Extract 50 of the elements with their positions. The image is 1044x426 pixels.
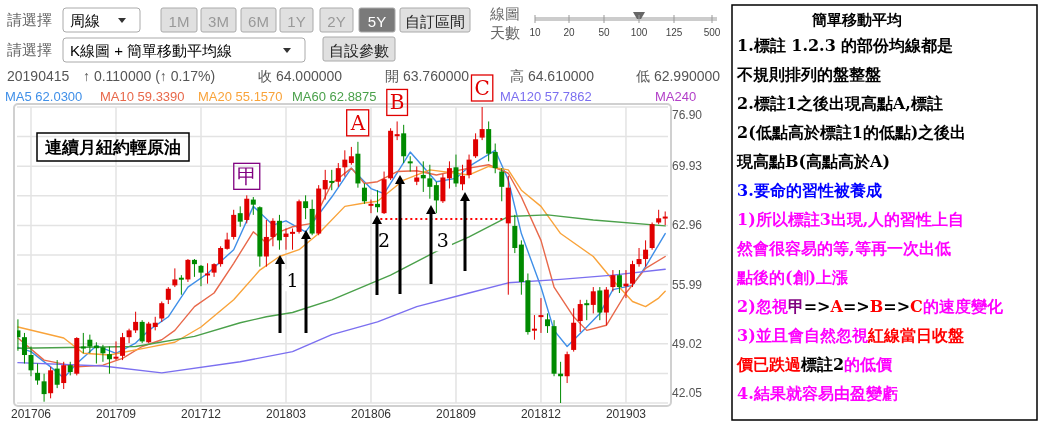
text: => (842, 297, 870, 316)
text: 的速度變化 (922, 297, 1004, 316)
y-tick-label: 55.99 (672, 277, 703, 292)
text: B (869, 297, 884, 316)
text: 甲 (787, 297, 804, 316)
annotation: 1 (286, 269, 299, 292)
text: MA5 62.0300 (5, 89, 83, 104)
y-tick-label: 69.93 (672, 159, 703, 174)
x-tick-label: 201806 (350, 407, 392, 421)
annotation: 3 (436, 229, 449, 252)
text: 價已跌過 (736, 355, 802, 374)
text: 1)所以標註3出現,人的習性上自 (737, 210, 965, 229)
text: MA120 57.7862 (500, 89, 592, 104)
text: MA10 59.3390 (100, 89, 185, 104)
text: A (829, 297, 844, 316)
text: 點後的(創)上漲 (736, 268, 850, 287)
x-tick-label: 201812 (520, 407, 562, 421)
y-tick-label: 42.05 (672, 386, 703, 400)
text: => (883, 297, 911, 316)
text: MA20 55.1570 (198, 89, 283, 104)
text: => (803, 297, 831, 316)
y-tick-label: 49.02 (672, 336, 703, 351)
text: 不規則排列的盤整盤 (736, 65, 881, 84)
text: MA60 62.8875 (292, 89, 377, 104)
annotation: A (349, 110, 366, 135)
y-tick-label: 62.96 (672, 218, 703, 233)
text: 2.標註1之後出現高點A,標註 (737, 94, 943, 113)
annotation: 2 (378, 229, 391, 252)
text: 3.要命的習性被養成 (737, 181, 882, 200)
text: 2)忽視 (737, 297, 788, 316)
text: 3)並且會自然忽視 (737, 326, 868, 345)
text: C (910, 297, 923, 316)
text: 標註2 (800, 355, 845, 374)
x-tick-label: 201803 (265, 407, 307, 421)
text: 2(低點高於標註1的低點)之後出 (737, 123, 967, 142)
annotation: B (389, 90, 405, 115)
text: 現高點B(高點高於A) (736, 152, 891, 171)
text: 的低價 (844, 355, 894, 374)
text: 1.標註 1.2.3 的部份均線都是 (737, 36, 954, 55)
text: 然會很容易的等,等再一次出低 (736, 239, 951, 258)
x-tick-label: 201903 (605, 407, 647, 421)
text: 簡單移動平均 (811, 11, 902, 29)
x-tick-label: 201706 (10, 407, 52, 421)
x-tick-label: 201709 (95, 407, 137, 421)
x-tick-label: 201712 (180, 407, 222, 421)
annotation: 甲 (236, 164, 257, 189)
text: 連續月紐約輕原油 (45, 137, 181, 157)
y-tick-label: 76.90 (672, 108, 703, 122)
x-tick-label: 201809 (435, 407, 477, 421)
text: 4.結果就容易由盈變虧 (737, 384, 898, 403)
